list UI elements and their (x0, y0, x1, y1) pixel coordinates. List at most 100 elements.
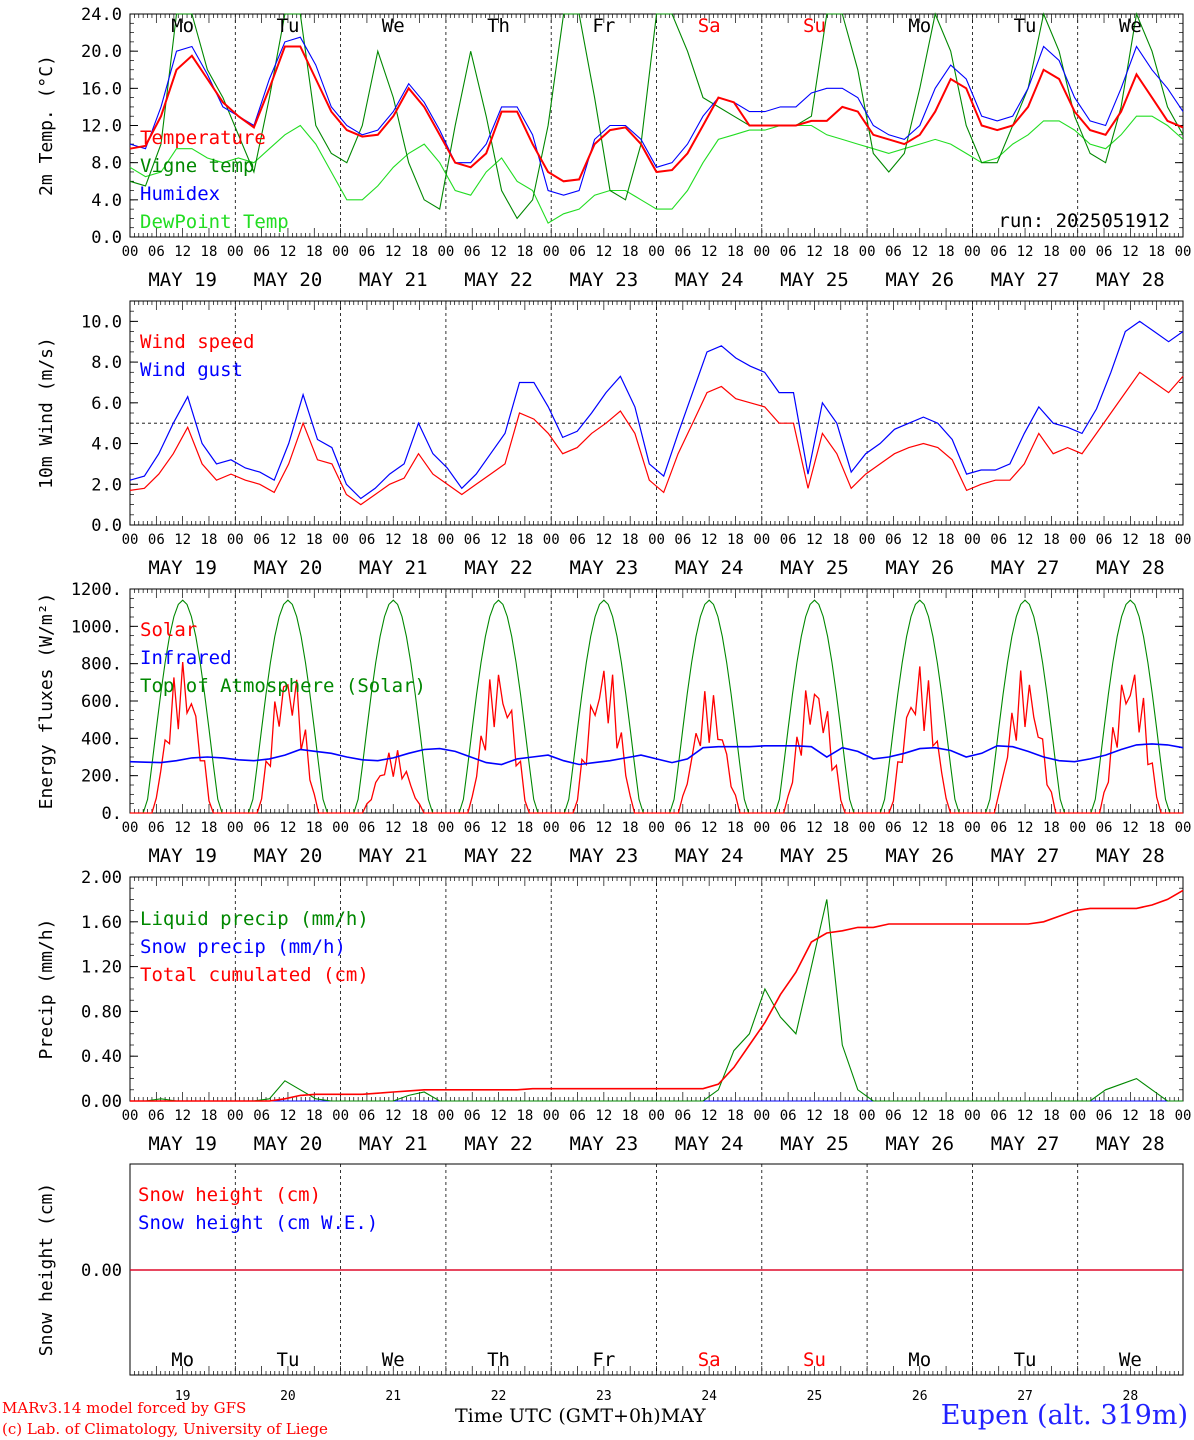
hour-tick-label: 12 (595, 532, 612, 548)
hour-tick-label: 00 (859, 1108, 876, 1124)
hour-tick-label: 12 (701, 1108, 718, 1124)
day-label: MAY 24 (675, 845, 744, 867)
day-number-label: 25 (807, 1389, 823, 1404)
weekday-label: Tu (277, 1349, 300, 1371)
hour-tick-label: 12 (280, 532, 297, 548)
weekday-label: Mo (171, 15, 194, 37)
hour-tick-label: 12 (385, 1108, 402, 1124)
day-label: MAY 22 (464, 557, 533, 579)
hour-tick-label: 00 (1175, 820, 1192, 836)
hour-tick-label: 12 (385, 244, 402, 260)
hour-tick-label: 00 (332, 244, 349, 260)
hour-tick-label: 06 (464, 820, 481, 836)
hour-tick-label: 00 (964, 1108, 981, 1124)
day-label: MAY 28 (1096, 557, 1165, 579)
series-line-solar (130, 662, 1183, 814)
hour-tick-label: 00 (964, 244, 981, 260)
hour-tick-label: 18 (832, 820, 849, 836)
day-label: MAY 22 (464, 269, 533, 291)
hour-tick-label: 06 (569, 244, 586, 260)
day-label: MAY 20 (254, 557, 323, 579)
hour-tick-label: 00 (122, 1108, 139, 1124)
hour-tick-label: 18 (411, 820, 428, 836)
hour-tick-label: 06 (358, 1108, 375, 1124)
legend-entry: Top of Atmosphere (Solar) (140, 675, 426, 697)
hour-tick-label: 18 (1148, 532, 1165, 548)
hour-tick-label: 06 (885, 244, 902, 260)
legend-entry: Liquid precip (mm/h) (140, 908, 369, 930)
day-label: MAY 23 (570, 845, 639, 867)
weekday-label: Mo (171, 1349, 194, 1371)
weekday-label: Tu (1014, 1349, 1037, 1371)
hour-tick-label: 12 (490, 1108, 507, 1124)
hour-tick-label: 18 (622, 532, 639, 548)
hour-tick-label: 12 (1122, 1108, 1139, 1124)
hour-tick-label: 06 (569, 532, 586, 548)
series-line-wind-speed (129, 371, 1184, 506)
hour-tick-label: 12 (280, 244, 297, 260)
hour-tick-label: 00 (122, 244, 139, 260)
hour-tick-label: 00 (543, 820, 560, 836)
hour-tick-label: 06 (464, 532, 481, 548)
legend-entry: Solar (140, 619, 197, 641)
hour-tick-label: 18 (727, 532, 744, 548)
hour-tick-label: 18 (622, 1108, 639, 1124)
hour-tick-label: 00 (648, 244, 665, 260)
hour-tick-label: 06 (569, 1108, 586, 1124)
hour-tick-label: 00 (648, 1108, 665, 1124)
hour-tick-label: 00 (227, 244, 244, 260)
hour-tick-label: 18 (411, 1108, 428, 1124)
legend-entry: Snow height (cm) (138, 1184, 321, 1206)
hour-tick-label: 00 (332, 820, 349, 836)
day-label: MAY 26 (885, 1133, 954, 1155)
hour-tick-label: 00 (859, 244, 876, 260)
y-tick-label: 0.80 (81, 1002, 122, 1022)
hour-tick-label: 18 (938, 1108, 955, 1124)
hour-tick-label: 00 (332, 532, 349, 548)
weekday-label: Mo (908, 1349, 931, 1371)
series-line-wind-gust (129, 320, 1184, 500)
hour-tick-label: 06 (148, 1108, 165, 1124)
series-line-infrared (129, 743, 1184, 766)
legend-entry: Infrared (140, 647, 232, 669)
hour-tick-label: 18 (1043, 532, 1060, 548)
y-tick-label: 1200. (71, 580, 122, 600)
y-axis-label: 2m Temp. (°C) (36, 55, 57, 196)
weekday-label: Th (487, 1349, 510, 1371)
hour-tick-label: 12 (1017, 532, 1034, 548)
hour-tick-label: 06 (253, 820, 270, 836)
hour-tick-label: 18 (411, 532, 428, 548)
series-line-temperature (129, 45, 1184, 183)
hour-tick-label: 18 (201, 1108, 218, 1124)
legend-entry: Humidex (140, 183, 220, 205)
weekday-label: Sa (698, 15, 721, 37)
hour-tick-label: 00 (437, 532, 454, 548)
hour-tick-label: 00 (753, 820, 770, 836)
hour-tick-label: 00 (332, 1108, 349, 1124)
hour-tick-label: 06 (674, 1108, 691, 1124)
day-number-label: 22 (491, 1389, 507, 1404)
hour-tick-label: 06 (148, 244, 165, 260)
hour-tick-label: 06 (1096, 820, 1113, 836)
y-axis-label: Precip (mm/h) (36, 919, 57, 1060)
hour-tick-label: 18 (1043, 244, 1060, 260)
hour-tick-label: 12 (280, 1108, 297, 1124)
day-label: MAY 19 (148, 269, 217, 291)
hour-tick-label: 12 (701, 244, 718, 260)
day-label: MAY 20 (254, 1133, 323, 1155)
legend-entry: Total cumulated (cm) (140, 964, 369, 986)
hour-tick-label: 00 (437, 1108, 454, 1124)
day-label: MAY 28 (1096, 845, 1165, 867)
series-line-vigne-temp (129, 12, 1184, 220)
day-label: MAY 27 (991, 269, 1060, 291)
hour-tick-label: 12 (174, 1108, 191, 1124)
hour-tick-label: 12 (701, 532, 718, 548)
legend-entry: Vigne temp (140, 155, 254, 177)
y-tick-label: 1.20 (81, 958, 122, 978)
weekday-label: Sa (698, 1349, 721, 1371)
legend-entry: Snow precip (mm/h) (140, 936, 346, 958)
hour-tick-label: 06 (990, 244, 1007, 260)
day-label: MAY 21 (359, 557, 428, 579)
x-axis-title-text: Time UTC (GMT+0h) (455, 1405, 661, 1427)
